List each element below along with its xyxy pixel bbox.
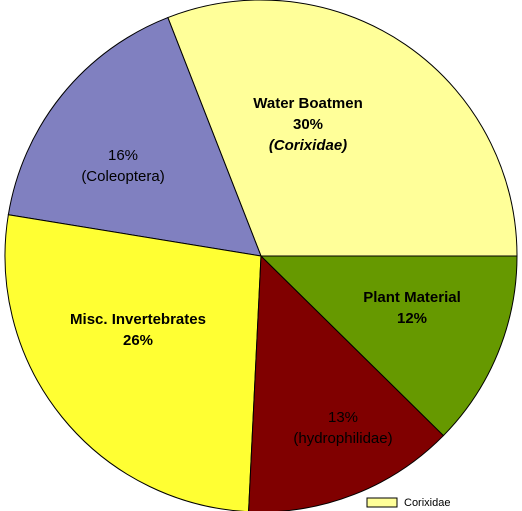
slice-sublabel: (Corixidae): [269, 137, 347, 154]
legend-label: Corixidae: [404, 497, 450, 509]
slice-name: Misc. Invertebrates: [70, 311, 206, 328]
slice-name: Plant Material: [363, 289, 461, 306]
slice-percent: 16%: [108, 147, 138, 164]
slice-percent: 26%: [123, 332, 153, 349]
slice-sublabel: (hydrophilidae): [293, 430, 392, 447]
pie-slice: [167, 0, 518, 257]
slice-sublabel: (Coleoptera): [81, 168, 164, 185]
pie-slice: [248, 254, 445, 511]
legend-swatch: [366, 497, 398, 508]
slice-percent: 13%: [328, 409, 358, 426]
pie-slice: [4, 214, 262, 511]
slice-percent: 12%: [397, 310, 427, 327]
slice-percent: 30%: [293, 116, 323, 133]
slice-name: Water Boatmen: [253, 95, 362, 112]
pie-slice: [7, 16, 262, 257]
pie-slice: [259, 255, 518, 437]
